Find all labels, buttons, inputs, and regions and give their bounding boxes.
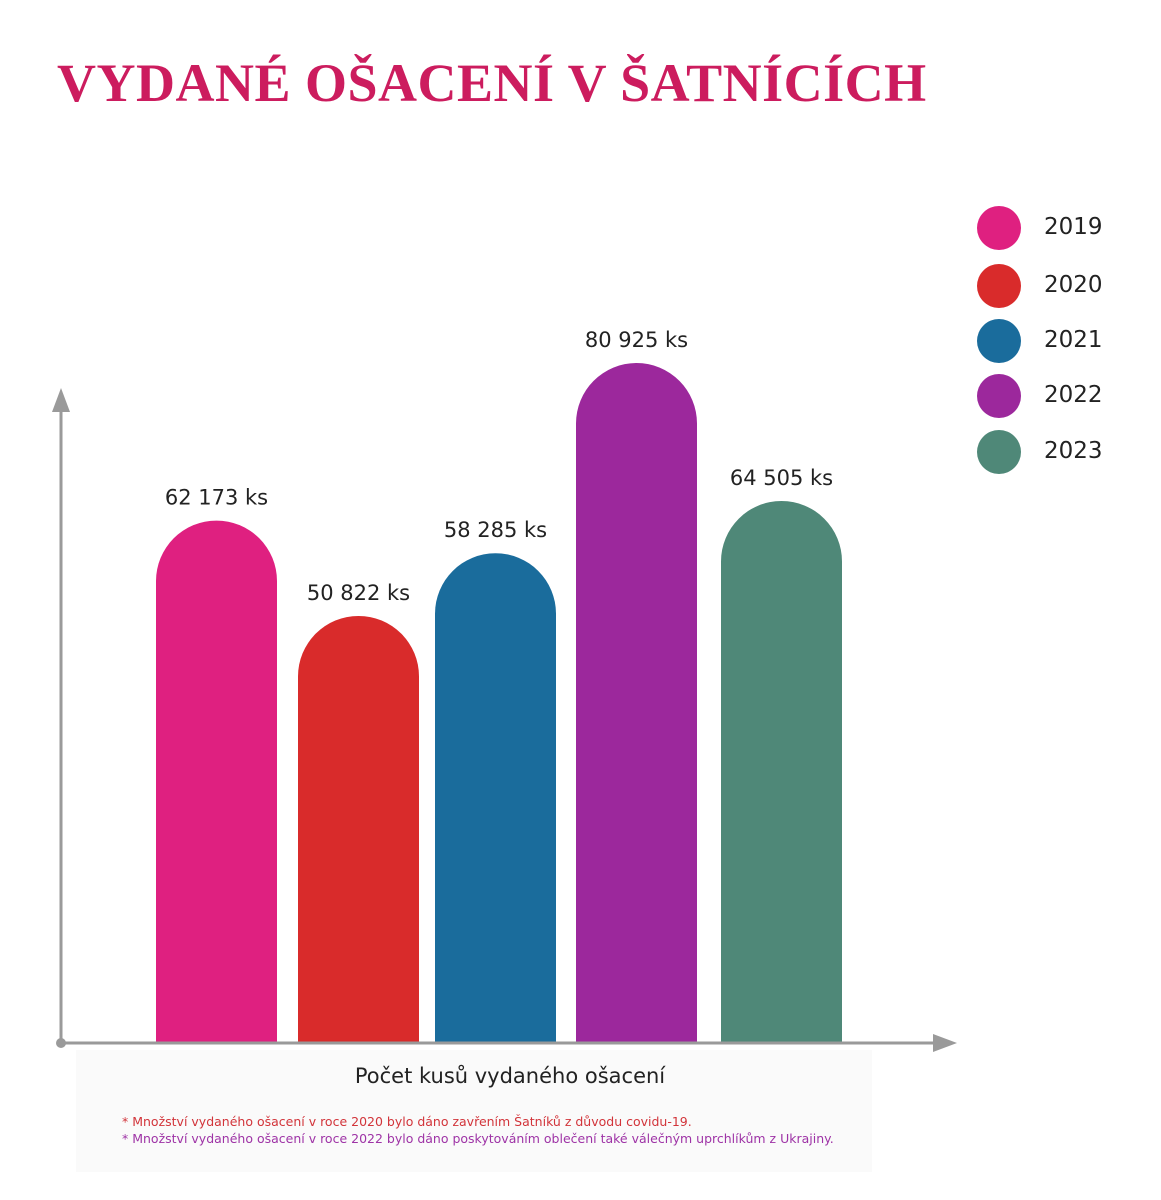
- bar-2021: [435, 553, 556, 1043]
- legend-swatch-2019: [977, 206, 1021, 250]
- x-axis-arrow-icon: [933, 1034, 957, 1052]
- legend-label-2020: 2020: [1044, 272, 1103, 298]
- bar-2022: [576, 362, 697, 1043]
- axis-origin-dot: [56, 1038, 66, 1048]
- legend-label-2023: 2023: [1044, 438, 1103, 464]
- data-label-2022: 80 925 ks: [585, 328, 688, 352]
- data-label-2019: 62 173 ks: [165, 486, 268, 510]
- bar-2023: [721, 500, 842, 1043]
- bar-2020: [298, 615, 419, 1043]
- legend-label-2022: 2022: [1044, 382, 1103, 408]
- legend-swatch-2022: [977, 374, 1021, 418]
- footnote-2022: * Množství vydaného ošacení v roce 2022 …: [122, 1131, 834, 1146]
- legend-swatch-2023: [977, 430, 1021, 474]
- y-axis-arrow-icon: [52, 388, 70, 412]
- legend-swatch-2021: [977, 319, 1021, 363]
- data-label-2021: 58 285 ks: [444, 518, 547, 542]
- legend-swatch-2020: [977, 264, 1021, 308]
- bar-2019: [156, 520, 277, 1043]
- footnote-2020: * Množství vydaného ošacení v roce 2020 …: [122, 1114, 692, 1129]
- data-label-2020: 50 822 ks: [307, 581, 410, 605]
- legend-label-2019: 2019: [1044, 214, 1103, 240]
- footnote-panel: [76, 1050, 872, 1172]
- data-label-2023: 64 505 ks: [730, 466, 833, 490]
- chart-title: VYDANÉ OŠACENÍ V ŠATNÍCÍCH: [57, 53, 927, 113]
- x-axis-label: Počet kusů vydaného ošacení: [354, 1064, 666, 1088]
- legend-label-2021: 2021: [1044, 327, 1103, 353]
